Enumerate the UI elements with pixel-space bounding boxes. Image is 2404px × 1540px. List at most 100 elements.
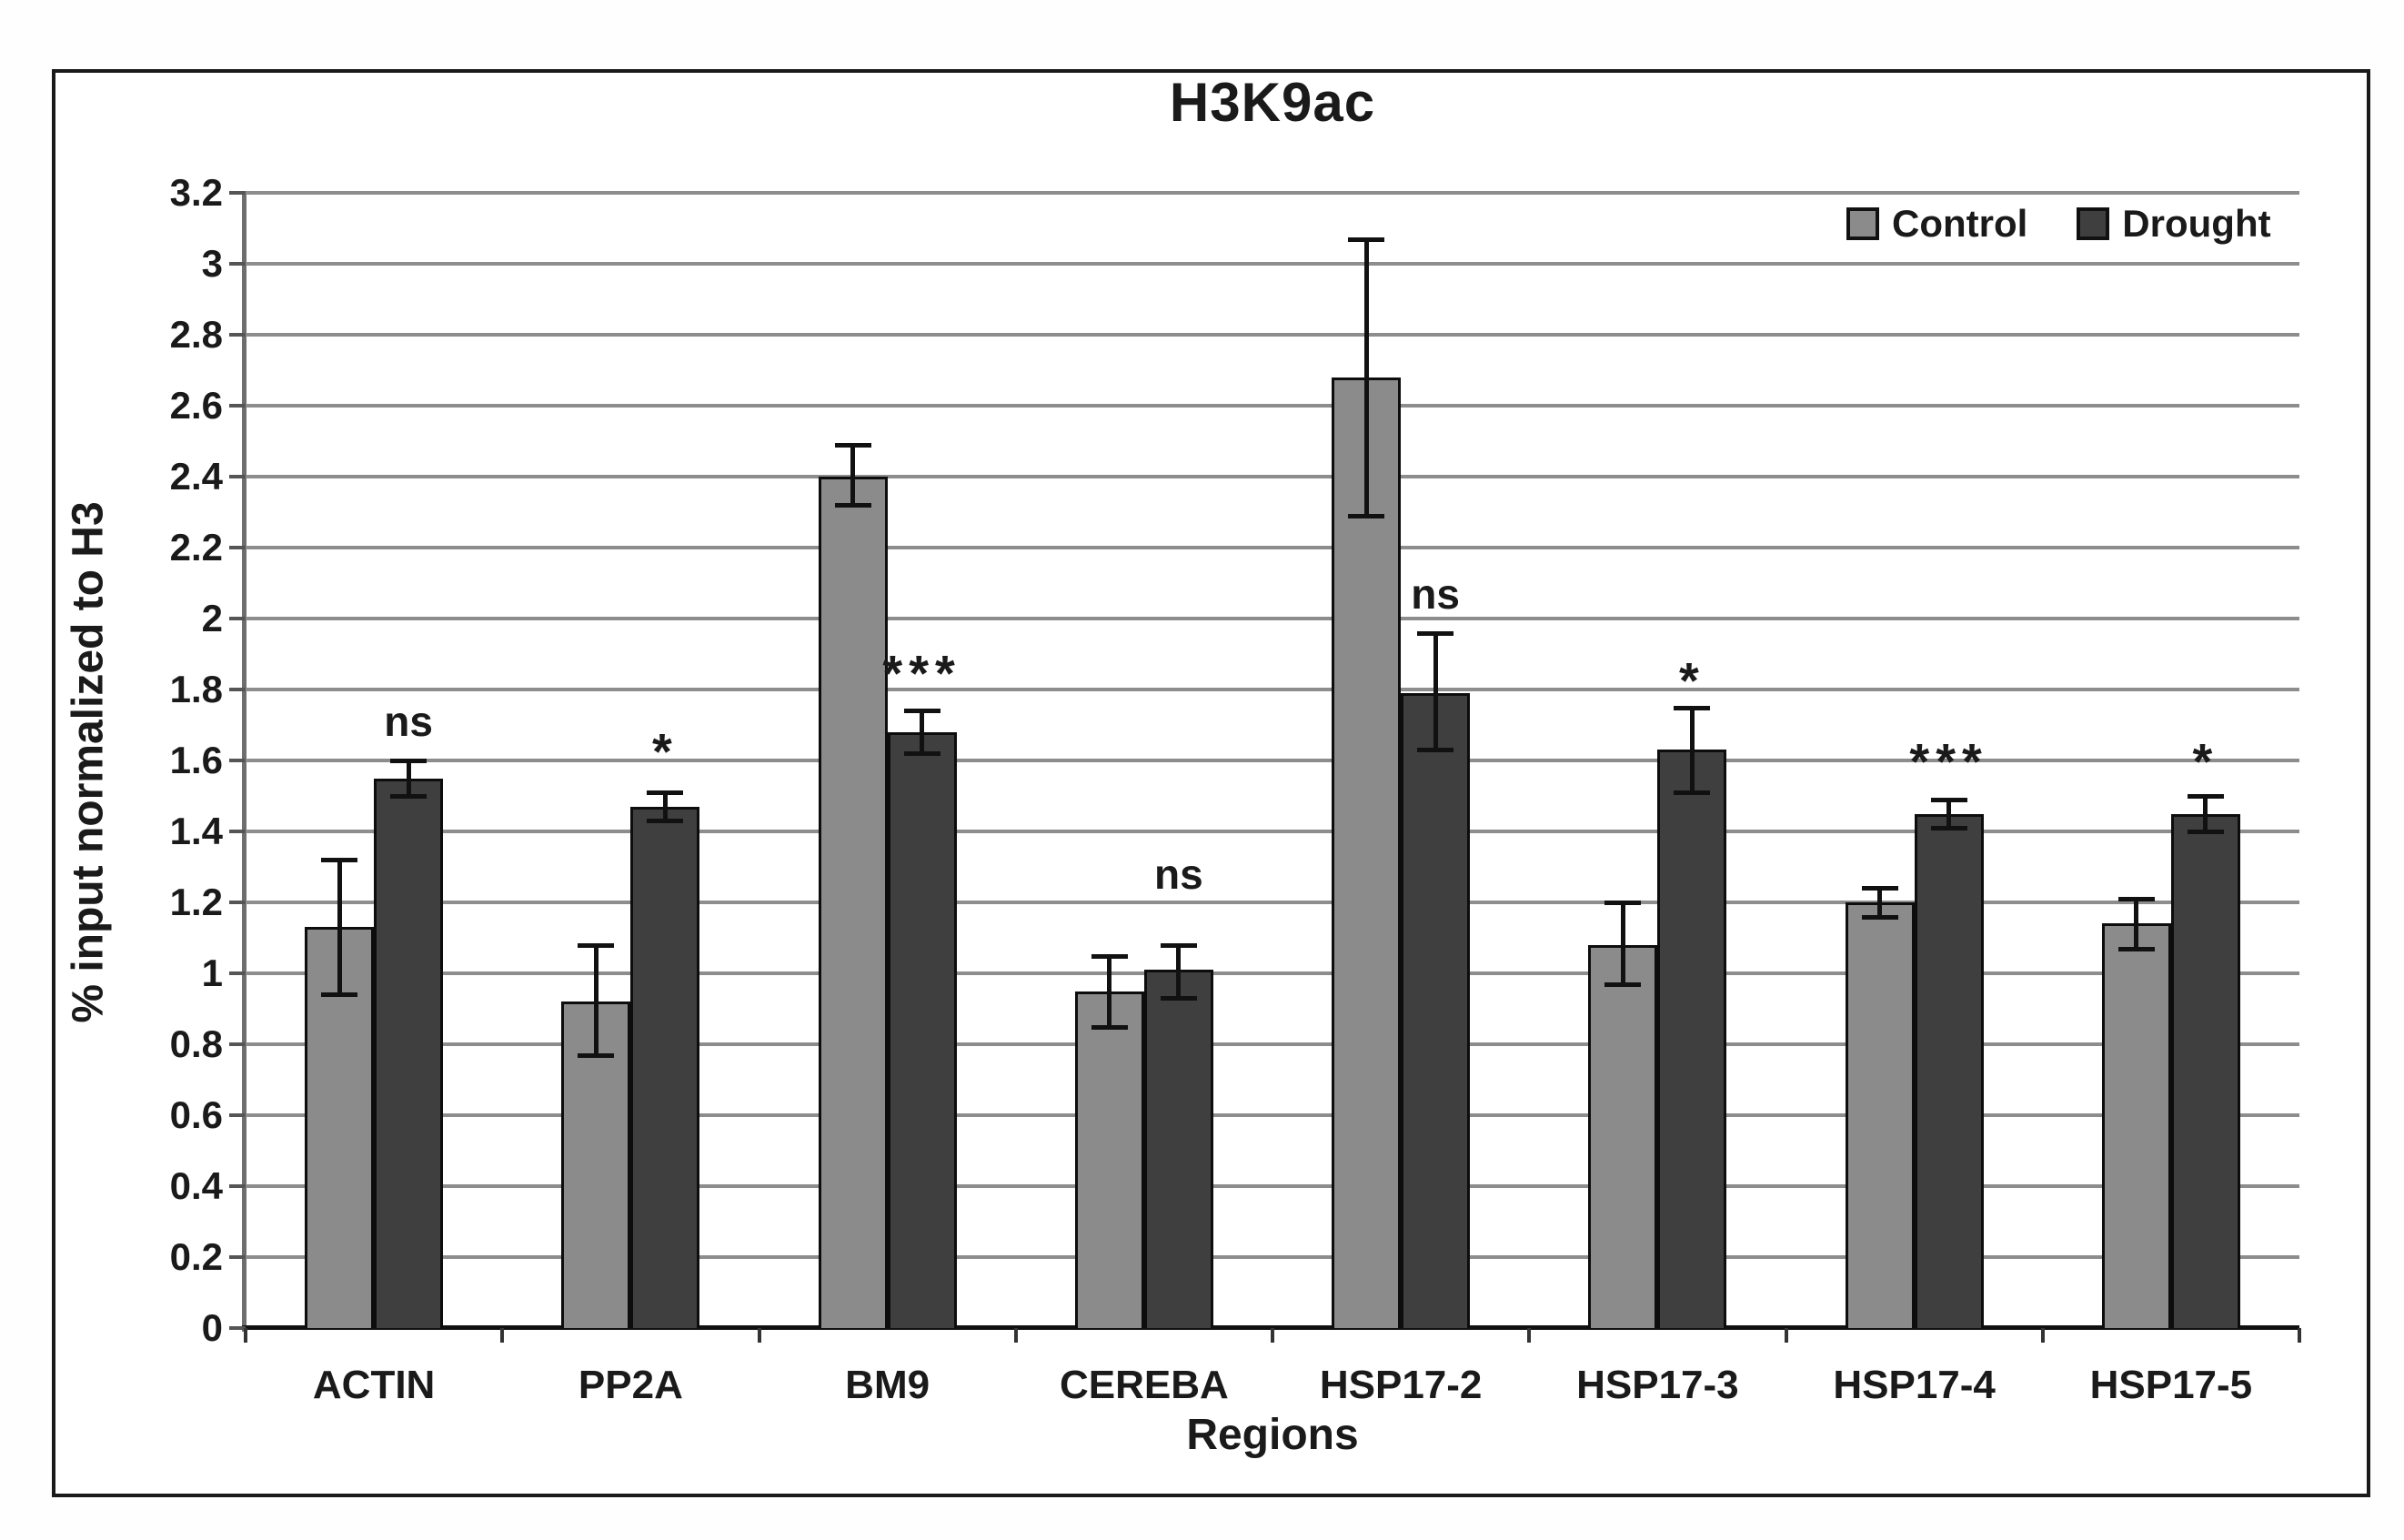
error-bar-control-hsp17-2 [1363, 238, 1369, 516]
error-bar-control-hsp17-4 [1877, 888, 1883, 917]
gridline-2.2 [246, 546, 2299, 549]
error-cap-bottom-control-hsp17-2 [1348, 513, 1385, 518]
y-tick-label-2: 2 [201, 597, 223, 639]
x-tick-5 [1527, 1328, 1532, 1343]
error-cap-top-drought-hsp17-4 [1930, 797, 1967, 802]
error-cap-bottom-control-actin [321, 992, 358, 998]
error-cap-top-control-hsp17-5 [2117, 897, 2155, 902]
y-tick-label-0.2: 0.2 [169, 1235, 223, 1278]
y-tick-1.8 [229, 688, 246, 691]
y-tick-label-2.6: 2.6 [169, 384, 223, 427]
error-bar-drought-hsp17-5 [2203, 796, 2208, 831]
y-tick-0.8 [229, 1042, 246, 1046]
chart-title: H3K9ac [1169, 72, 1376, 133]
error-cap-bottom-drought-pp2a [647, 819, 684, 824]
error-cap-top-control-bm9 [834, 442, 871, 448]
x-category-label-bm9: BM9 [845, 1363, 930, 1407]
error-bar-control-bm9 [850, 444, 856, 506]
y-tick-label-3.2: 3.2 [169, 171, 223, 214]
bar-drought-bm9 [887, 731, 957, 1328]
error-cap-top-drought-hsp17-2 [1417, 630, 1454, 636]
bar-control-bm9 [818, 477, 888, 1328]
x-axis-title: Regions [1186, 1411, 1359, 1459]
y-tick-label-0.6: 0.6 [169, 1093, 223, 1136]
y-tick-1 [229, 971, 246, 975]
error-bar-control-cereba [1107, 955, 1112, 1027]
significance-hsp17-4: *** [1909, 732, 1988, 790]
bar-control-hsp17-3 [1588, 944, 1658, 1328]
x-category-label-hsp17-3: HSP17-3 [1576, 1363, 1739, 1407]
x-category-label-hsp17-4: HSP17-4 [1833, 1363, 1996, 1407]
error-cap-bottom-drought-hsp17-3 [1674, 790, 1711, 796]
y-tick-3.2 [229, 191, 246, 195]
error-cap-top-control-hsp17-3 [1604, 901, 1642, 905]
gridline-2.4 [246, 475, 2299, 478]
error-cap-top-drought-actin [390, 759, 427, 763]
x-category-label-hsp17-5: HSP17-5 [2089, 1363, 2253, 1407]
gridline-2.8 [246, 333, 2299, 337]
error-cap-bottom-drought-hsp17-4 [1930, 826, 1967, 831]
y-tick-0 [229, 1326, 246, 1330]
error-cap-bottom-control-cereba [1091, 1024, 1128, 1030]
y-tick-2.4 [229, 475, 246, 478]
y-tick-label-1.4: 1.4 [169, 810, 223, 852]
y-tick-label-0.8: 0.8 [169, 1022, 223, 1065]
significance-hsp17-2: ns [1411, 569, 1460, 618]
error-cap-top-control-actin [321, 858, 358, 863]
error-cap-bottom-drought-cereba [1160, 996, 1197, 1002]
y-tick-label-0.4: 0.4 [169, 1164, 223, 1207]
y-tick-2.6 [229, 404, 246, 408]
error-bar-control-actin [337, 860, 342, 995]
y-tick-2 [229, 617, 246, 620]
gridline-2.6 [246, 404, 2299, 408]
error-cap-bottom-drought-hsp17-5 [2187, 830, 2224, 834]
error-bar-drought-cereba [1176, 944, 1182, 999]
x-tick-3 [1013, 1328, 1018, 1343]
legend-entry-control: Control [1846, 202, 2027, 246]
gridline-1.2 [246, 901, 2299, 904]
y-tick-2.2 [229, 546, 246, 549]
x-tick-0 [244, 1328, 247, 1343]
bar-drought-hsp17-4 [1914, 813, 1984, 1328]
y-tick-label-2.8: 2.8 [169, 313, 223, 356]
gridline-1.4 [246, 830, 2299, 833]
bar-control-hsp17-5 [2101, 923, 2171, 1328]
error-cap-bottom-drought-bm9 [903, 751, 940, 757]
x-category-label-cereba: CEREBA [1059, 1363, 1229, 1407]
gridline-1 [246, 971, 2299, 975]
gridline-0.4 [246, 1184, 2299, 1188]
significance-hsp17-3: * [1678, 651, 1705, 710]
y-tick-label-1.8: 1.8 [169, 668, 223, 710]
y-tick-label-2.2: 2.2 [169, 526, 223, 569]
error-cap-top-drought-hsp17-5 [2187, 794, 2224, 799]
error-cap-top-control-cereba [1091, 953, 1128, 959]
gridline-0.2 [246, 1255, 2299, 1259]
bar-drought-cereba [1143, 970, 1213, 1328]
gridline-1.6 [246, 759, 2299, 762]
legend-label-control: Control [1892, 202, 2028, 245]
legend: Control Drought [1846, 202, 2271, 246]
significance-actin: ns [384, 698, 433, 746]
y-axis-line [242, 193, 246, 1332]
y-tick-1.6 [229, 759, 246, 762]
bar-control-hsp17-4 [1845, 902, 1915, 1328]
significance-bm9: *** [882, 644, 961, 702]
error-bar-drought-hsp17-2 [1433, 632, 1438, 750]
y-tick-1.2 [229, 901, 246, 904]
x-tick-6 [1784, 1328, 1788, 1343]
x-category-label-hsp17-2: HSP17-2 [1319, 1363, 1483, 1407]
x-tick-2 [757, 1328, 761, 1343]
y-tick-2.8 [229, 333, 246, 337]
error-cap-bottom-control-pp2a [578, 1052, 615, 1058]
error-cap-bottom-control-hsp17-4 [1861, 914, 1898, 920]
error-cap-top-control-hsp17-2 [1348, 237, 1385, 242]
y-tick-label-1.6: 1.6 [169, 739, 223, 781]
y-tick-label-1.2: 1.2 [169, 881, 223, 923]
error-cap-top-drought-bm9 [903, 709, 940, 714]
x-axis-line [242, 1325, 2299, 1330]
y-tick-0.6 [229, 1113, 246, 1117]
y-tick-label-0: 0 [201, 1306, 223, 1349]
error-cap-top-control-pp2a [578, 942, 615, 948]
error-bar-drought-hsp17-3 [1689, 707, 1695, 793]
